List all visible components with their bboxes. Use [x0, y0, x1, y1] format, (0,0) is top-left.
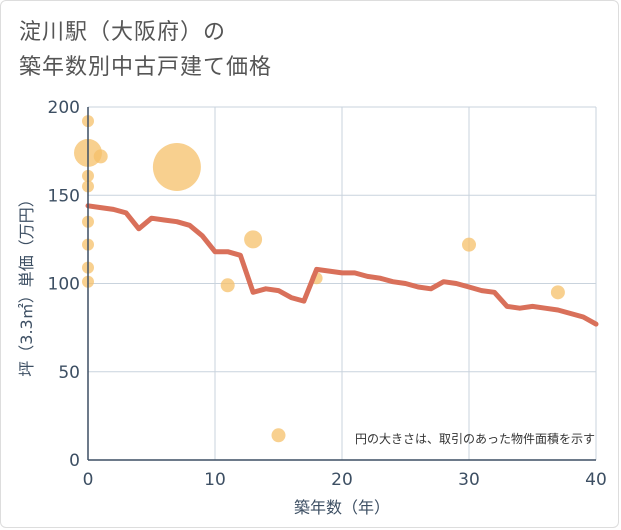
bubble-point-10 [220, 278, 235, 293]
chart-title-line1: 淀川駅（大阪府）の [19, 20, 227, 45]
x-axis-label: 築年数（年） [294, 498, 390, 517]
bubble-point-8 [93, 149, 108, 164]
x-tick-label-20: 20 [331, 470, 353, 490]
price-trend-line [85, 203, 599, 327]
y-tick-label-200: 200 [48, 98, 80, 118]
y-tick-label-0: 0 [69, 451, 80, 471]
bubble-point-12 [271, 428, 286, 443]
bubble-point-9 [152, 143, 201, 192]
bubble-point-15 [550, 285, 565, 300]
grid-lines [88, 106, 597, 460]
x-tick-label-30: 30 [458, 470, 480, 490]
y-axis-label: 坪（3.3㎡）単価（万円） [17, 191, 36, 376]
bubble-series [74, 115, 565, 443]
x-tick-label-40: 40 [585, 470, 607, 490]
y-tick-label-150: 150 [48, 186, 80, 206]
bubble-point-11 [244, 230, 263, 249]
y-tick-label-100: 100 [48, 275, 80, 295]
y-tick-label-50: 50 [58, 363, 80, 383]
chart-title-line2: 築年数別中古戸建て価格 [19, 55, 273, 80]
axes: 0 50 100 150 200 0 10 20 30 40 [48, 98, 607, 490]
x-tick-label-0: 0 [83, 470, 94, 490]
bubble-point-14 [462, 237, 476, 252]
x-tick-label-10: 10 [204, 470, 226, 490]
chart-title: 淀川駅（大阪府）の 築年数別中古戸建て価格 [19, 15, 272, 85]
bubble-size-note: 円の大きさは、取引のあった物件面積を示す [355, 431, 595, 446]
